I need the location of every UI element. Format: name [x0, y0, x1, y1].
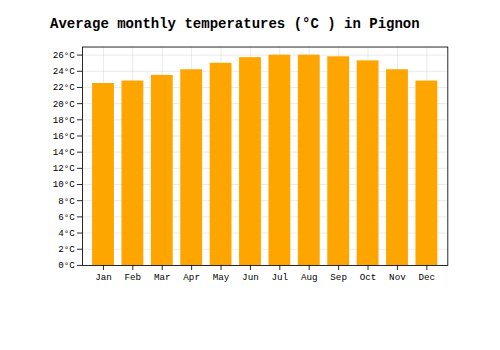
- html-text:Average monthly temperatures (: Average monthly temperatures (°C ) in Pi…: [50, 16, 420, 32]
- svg-text:Dec: Dec: [419, 272, 436, 283]
- svg-text:22°C: 22°C: [53, 82, 76, 93]
- svg-text:Jun: Jun: [242, 272, 259, 283]
- svg-text:Jul: Jul: [272, 272, 289, 283]
- svg-text:6°C: 6°C: [58, 212, 75, 223]
- svg-text:26°C: 26°C: [53, 50, 76, 61]
- svg-text:Mar: Mar: [154, 272, 171, 283]
- svg-text:Apr: Apr: [183, 272, 200, 283]
- svg-text:Jan: Jan: [95, 272, 112, 283]
- svg-text:10°C: 10°C: [53, 179, 76, 190]
- svg-text:0°C: 0°C: [58, 260, 75, 271]
- svg-text:14°C: 14°C: [53, 147, 76, 158]
- svg-text:2°C: 2°C: [58, 244, 75, 255]
- svg-text:16°C: 16°C: [53, 131, 76, 142]
- svg-text:18°C: 18°C: [53, 115, 76, 126]
- svg-text:Nov: Nov: [389, 272, 406, 283]
- svg-text:May: May: [213, 272, 230, 283]
- svg-text:8°C: 8°C: [58, 196, 75, 207]
- svg-text:Oct: Oct: [360, 272, 377, 283]
- svg-text:Aug: Aug: [301, 272, 318, 283]
- svg-text:4°C: 4°C: [58, 228, 75, 239]
- svg-text:Sep: Sep: [330, 272, 347, 283]
- svg-text:Feb: Feb: [125, 272, 142, 283]
- svg-text:20°C: 20°C: [53, 99, 76, 110]
- svg-text:24°C: 24°C: [53, 66, 76, 77]
- svg-text:12°C: 12°C: [53, 163, 76, 174]
